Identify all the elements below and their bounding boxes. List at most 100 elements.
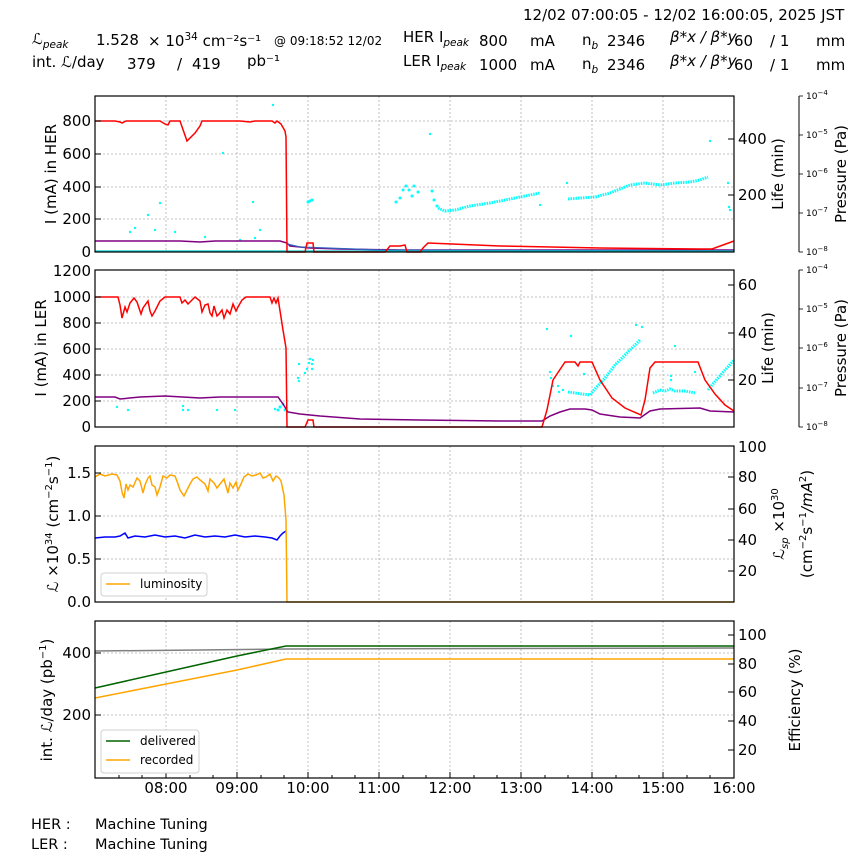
lpeak-unit: × 1034 cm⁻²s⁻¹ bbox=[148, 31, 261, 50]
lumi-panel: 0.0 0.5 1.0 1.5 100 80 60 40 20 ℒ ×1034 (cm−2s−… bbox=[44, 438, 816, 611]
delivered-line bbox=[94, 645, 734, 689]
svg-text:15:00: 15:00 bbox=[641, 779, 684, 797]
svg-text:20: 20 bbox=[738, 562, 757, 580]
ler-label: LER I bbox=[403, 52, 441, 70]
lumi-legend: luminosity bbox=[100, 572, 208, 597]
svg-text:10−5: 10−5 bbox=[806, 302, 828, 315]
int-lumi-sep: / bbox=[177, 55, 183, 73]
intlumi-y-ticklabels: 200 400 bbox=[62, 644, 91, 724]
ler-status-label: LER : bbox=[31, 837, 68, 853]
ler-ylabel: I (mA) in LER bbox=[32, 299, 50, 396]
svg-text:60: 60 bbox=[738, 500, 757, 518]
svg-text:10−4: 10−4 bbox=[806, 89, 828, 102]
ler-beta-unit: mm bbox=[816, 56, 846, 74]
intlumi-legend: delivered recorded bbox=[100, 729, 200, 774]
lpeak-exp: 34 bbox=[184, 31, 198, 43]
svg-text:40: 40 bbox=[738, 712, 757, 730]
legend-recorded: recorded bbox=[140, 753, 193, 767]
her-nb-value: 2346 bbox=[607, 32, 646, 50]
svg-text:10−8: 10−8 bbox=[806, 420, 828, 433]
svg-text:200: 200 bbox=[62, 706, 91, 724]
svg-text:1.5: 1.5 bbox=[67, 464, 91, 482]
svg-text:10−7: 10−7 bbox=[806, 381, 828, 394]
svg-text:11:00: 11:00 bbox=[357, 779, 400, 797]
her-status-value: Machine Tuning bbox=[95, 817, 208, 833]
legend-delivered: delivered bbox=[140, 734, 196, 748]
svg-text:200: 200 bbox=[62, 392, 91, 410]
her-status-label: HER : bbox=[31, 817, 71, 833]
specific-lumi-line bbox=[94, 530, 287, 541]
ler-pressure-line bbox=[95, 395, 735, 422]
svg-text:800: 800 bbox=[62, 314, 91, 332]
svg-text:10:00: 10:00 bbox=[286, 779, 329, 797]
her-y2-ticklabels: 400 200 bbox=[738, 130, 767, 204]
int-lumi-label: int. ℒ/day bbox=[32, 53, 105, 71]
svg-text:10−6: 10−6 bbox=[806, 341, 828, 354]
ler-panel: 0 200 400 600 800 1000 1200 60 40 20 I (mA) in L… bbox=[32, 262, 850, 436]
luminosity-line bbox=[94, 472, 734, 603]
ler-life-label: Life (min) bbox=[759, 312, 777, 384]
svg-text:09:00: 09:00 bbox=[215, 779, 258, 797]
her-sub: peak bbox=[443, 37, 470, 49]
ler-nb-n: n bbox=[582, 55, 592, 73]
svg-text:08:00: 08:00 bbox=[144, 779, 187, 797]
recorded-line bbox=[94, 658, 734, 699]
svg-text:Pressure (Pa): Pressure (Pa) bbox=[832, 125, 850, 223]
ler-pressure-axis: 10−4 10−5 10−6 10−7 10−8 Pressure (Pa) bbox=[798, 263, 850, 433]
ler-y2-ticklabels: 60 40 20 bbox=[738, 276, 757, 389]
intlumi-y2-ticklabels: 100 80 60 40 20 bbox=[738, 626, 767, 759]
svg-text:20: 20 bbox=[738, 371, 757, 389]
svg-text:14:00: 14:00 bbox=[570, 779, 613, 797]
ler-ticks bbox=[95, 284, 734, 402]
svg-text:600: 600 bbox=[62, 340, 91, 358]
her-beta-x: 60 bbox=[734, 32, 754, 50]
ler-ipeak-value: 1000 bbox=[479, 56, 518, 74]
svg-text:1.0: 1.0 bbox=[67, 507, 91, 525]
lpeak-time: @ 09:18:52 12/02 bbox=[274, 34, 383, 48]
svg-text:0: 0 bbox=[81, 418, 91, 436]
svg-text:800: 800 bbox=[62, 112, 91, 130]
int-lumi-recorded: 379 bbox=[127, 55, 156, 73]
svg-text:400: 400 bbox=[62, 178, 91, 196]
reference-line bbox=[94, 647, 735, 652]
svg-text:1000: 1000 bbox=[53, 288, 91, 306]
her-beta-unit: mm bbox=[816, 32, 846, 50]
ler-ipeak-unit: mA bbox=[530, 56, 555, 74]
svg-text:10−8: 10−8 bbox=[806, 245, 828, 258]
her-beta-label: β*x / β*y bbox=[670, 28, 737, 46]
ler-nb-value: 2346 bbox=[607, 56, 646, 74]
svg-text:13:00: 13:00 bbox=[499, 779, 542, 797]
ler-current-line bbox=[95, 295, 735, 428]
int-lumi-delivered: 419 bbox=[192, 55, 221, 73]
svg-text:600: 600 bbox=[62, 145, 91, 163]
svg-text:0.5: 0.5 bbox=[67, 550, 91, 568]
time-range: 12/02 07:00:05 - 12/02 16:00:05, 2025 JS… bbox=[523, 6, 845, 24]
svg-text:10−4: 10−4 bbox=[806, 263, 828, 276]
intlumi-panel: 200 400 100 80 60 40 20 08:00 09:00 10:00 11:00 1… bbox=[38, 620, 804, 797]
svg-text:0.0: 0.0 bbox=[67, 593, 91, 611]
her-life-label: Life (min) bbox=[769, 138, 787, 210]
her-ipeak-label: HER Ipeak bbox=[403, 28, 469, 49]
ler-ipeak-label: LER Ipeak bbox=[403, 52, 466, 73]
svg-text:400: 400 bbox=[62, 366, 91, 384]
her-life-points bbox=[128, 103, 732, 242]
ler-nb-label: nb bbox=[582, 55, 598, 76]
ler-beta-y: / 1 bbox=[770, 56, 790, 74]
svg-text:12:00: 12:00 bbox=[428, 779, 471, 797]
svg-text:60: 60 bbox=[738, 683, 757, 701]
lpeak-label: ℒpeak bbox=[32, 30, 68, 51]
ler-y-ticklabels: 0 200 400 600 800 1000 1200 bbox=[53, 262, 91, 436]
svg-text:400: 400 bbox=[62, 644, 91, 662]
ler-sub: peak bbox=[440, 61, 467, 73]
ler-status-value: Machine Tuning bbox=[95, 837, 208, 853]
svg-text:20: 20 bbox=[738, 741, 757, 759]
her-panel: 0 200 400 600 800 400 200 I (mA) in HER Life … bbox=[42, 89, 850, 261]
ler-life-points bbox=[115, 323, 736, 412]
her-ipeak-value: 800 bbox=[479, 32, 508, 50]
her-pressure-axis: 10−4 10−5 10−6 10−7 10−8 Pressure (Pa) bbox=[798, 89, 850, 258]
ler-beta-x: 60 bbox=[734, 56, 754, 74]
her-label: HER I bbox=[403, 28, 444, 46]
svg-text:40: 40 bbox=[738, 531, 757, 549]
svg-text:400: 400 bbox=[738, 130, 767, 148]
